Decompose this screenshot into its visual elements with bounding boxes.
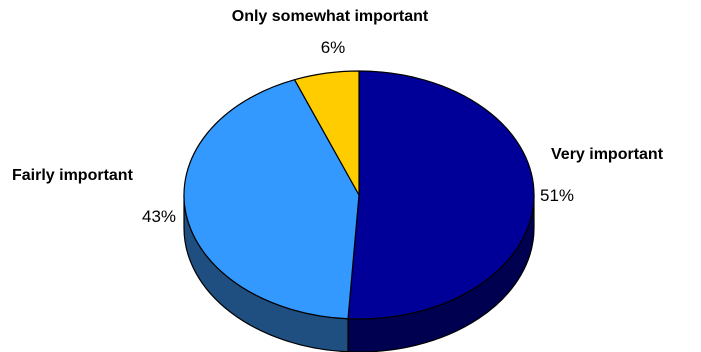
slice-very-important [347, 70, 535, 320]
slice-fairly-important [183, 79, 360, 320]
value-very-important: 51% [540, 186, 574, 205]
value-only-somewhat-important: 6% [321, 38, 346, 57]
label-very-important: Very important [551, 146, 664, 163]
pie-slices [183, 70, 535, 320]
label-fairly-important: Fairly important [12, 167, 134, 184]
label-only-somewhat-important: Only somewhat important [232, 8, 429, 25]
value-fairly-important: 43% [142, 207, 176, 226]
slice-only-somewhat-important [293, 70, 360, 196]
